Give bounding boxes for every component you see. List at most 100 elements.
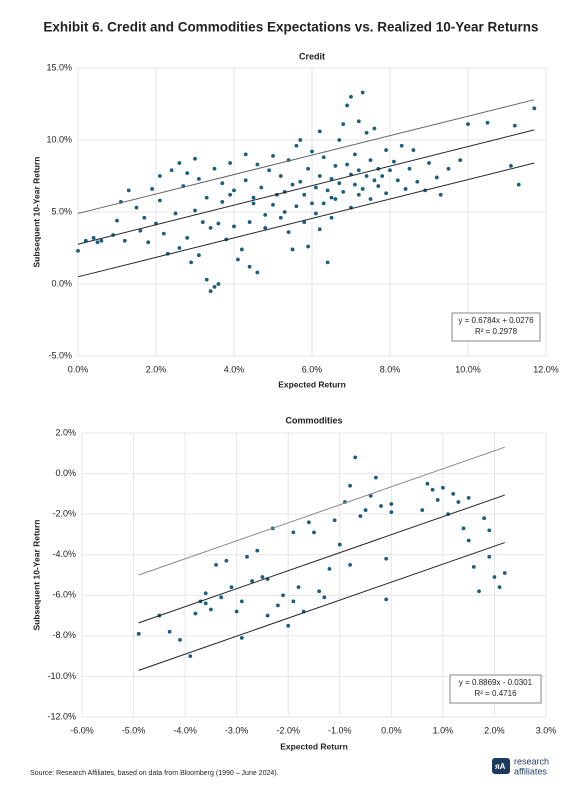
data-point (136, 631, 141, 636)
data-point (353, 152, 357, 157)
data-point (388, 168, 392, 173)
data-point (247, 220, 252, 224)
data-point (271, 202, 275, 207)
data-point (267, 168, 271, 173)
x-tick-label: 0.0% (68, 364, 89, 374)
data-point (220, 181, 225, 186)
data-point (322, 595, 327, 600)
data-point (197, 176, 201, 181)
data-point (430, 487, 435, 492)
data-point (185, 236, 190, 240)
x-axis-label: Expected Return (278, 379, 346, 389)
data-point (337, 181, 342, 186)
data-point (150, 187, 155, 191)
data-point (356, 192, 361, 197)
data-point (224, 558, 229, 563)
data-point (466, 122, 470, 127)
data-point (516, 182, 521, 187)
data-point (263, 212, 268, 217)
y-tick-label: 0.0% (55, 468, 76, 478)
data-point (158, 198, 162, 203)
data-point (263, 225, 268, 230)
data-point (208, 289, 213, 294)
chart-panel: Credit -5.0% 0.0% 5.0% 10.0% 15.0% 0.0% 2.0% 4.0… (31, 51, 559, 389)
data-point (368, 158, 373, 163)
data-point (189, 260, 194, 265)
data-point (214, 562, 218, 567)
y-axis-label: Subsequent 10-Year Return (31, 519, 41, 630)
data-point (337, 138, 342, 142)
data-point (278, 174, 283, 178)
data-point (239, 599, 244, 604)
data-point (384, 597, 389, 602)
data-point (363, 508, 368, 512)
data-point (294, 204, 299, 209)
chart-title: Credit (299, 51, 325, 61)
data-point (291, 530, 296, 535)
data-point (161, 231, 166, 236)
data-point (302, 192, 307, 197)
equation-box (449, 674, 542, 704)
data-point (247, 264, 252, 269)
data-point (314, 211, 318, 216)
data-point (216, 221, 221, 226)
data-point (327, 567, 332, 571)
data-point (306, 244, 310, 249)
data-point (197, 253, 201, 258)
data-point (91, 236, 96, 240)
data-point (329, 176, 334, 181)
data-point (425, 481, 430, 486)
data-point (512, 123, 517, 128)
data-point (466, 538, 471, 543)
data-point (298, 138, 303, 142)
data-point (502, 571, 507, 575)
y-tick-label: -2.0% (52, 509, 76, 519)
equation-text: y = 0.6784x + 0.0276 (458, 316, 534, 325)
trend-line (138, 446, 505, 576)
logo-text: affiliates (514, 766, 547, 776)
x-tick-label: 3.0% (536, 725, 557, 735)
data-point (317, 174, 322, 178)
source-note: Source: Research Affiliates, based on da… (30, 770, 279, 777)
y-tick-label: -5.0% (48, 350, 72, 360)
trend-line (77, 162, 535, 278)
x-tick-label: 10.0% (455, 364, 481, 374)
data-point (188, 654, 193, 659)
data-point (384, 556, 389, 561)
data-point (298, 179, 303, 184)
data-point (204, 277, 209, 282)
x-tick-label: -3.0% (225, 725, 249, 735)
data-point (203, 591, 208, 596)
data-point (356, 168, 361, 173)
data-point (360, 90, 365, 95)
data-point (232, 188, 236, 193)
data-point (348, 483, 352, 488)
data-point (255, 548, 260, 553)
data-point (360, 187, 365, 191)
x-tick-label: 8.0% (380, 364, 401, 374)
data-point (276, 603, 280, 608)
data-point (76, 248, 80, 253)
data-point (532, 106, 537, 111)
data-point (420, 508, 425, 512)
x-tick-label: 0.0% (381, 725, 402, 735)
data-point (228, 192, 233, 197)
data-point (317, 129, 322, 134)
trend-line (138, 542, 505, 671)
y-tick-label: 2.0% (55, 427, 76, 437)
data-point (341, 189, 346, 194)
data-point (243, 178, 248, 183)
equation-text: y = 0.8869x - 0.0301 (459, 678, 533, 687)
data-point (169, 168, 174, 173)
data-point (229, 585, 234, 590)
data-point (332, 518, 337, 523)
data-point (466, 496, 471, 500)
data-point (458, 158, 463, 163)
data-point (485, 120, 490, 125)
equation-box (451, 312, 541, 342)
data-point (438, 192, 443, 197)
data-point (259, 185, 264, 190)
data-point (250, 579, 255, 583)
chart-panel: Commodities 2.0% 0.0% -2.0% -4.0% -6.0% -8.0% -… (31, 415, 556, 751)
